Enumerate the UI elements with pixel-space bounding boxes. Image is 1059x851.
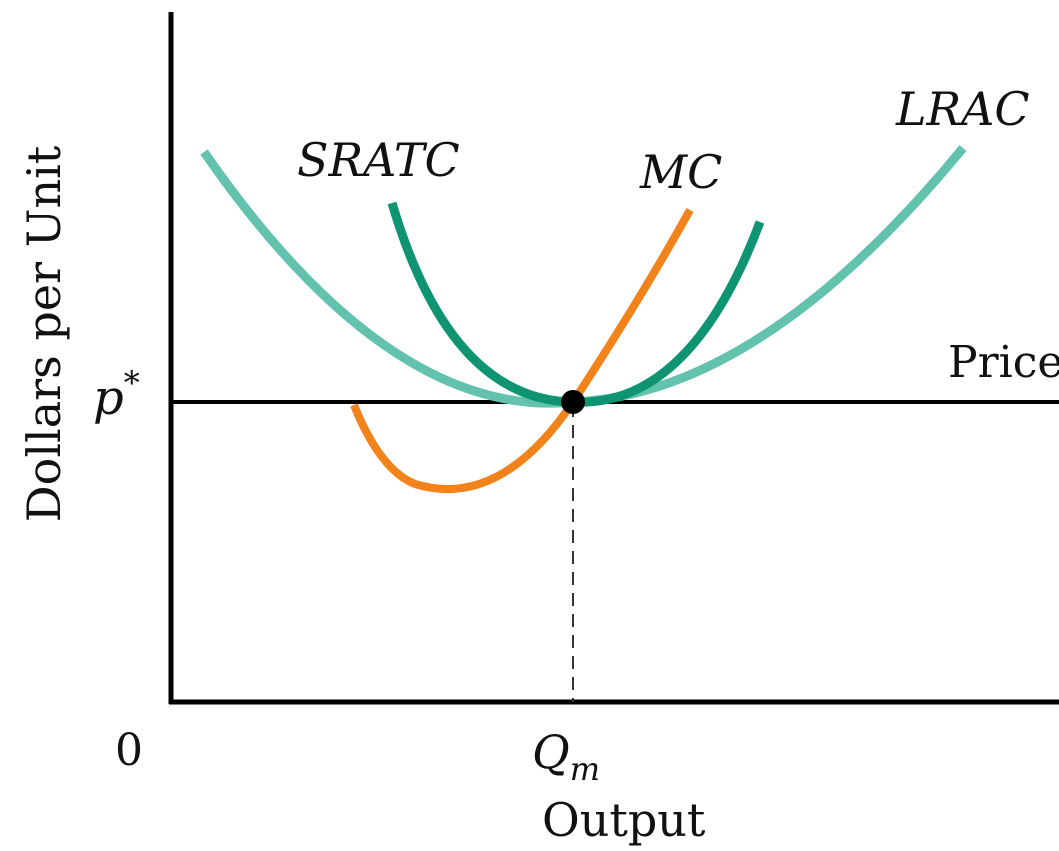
price-level-label: p* (93, 364, 140, 426)
x-axis-title: Output (542, 793, 706, 847)
lrac-label: LRAC (895, 82, 1030, 136)
price-label: Price (948, 337, 1059, 388)
qm-label: Qm (532, 725, 600, 788)
origin-label: 0 (115, 725, 143, 776)
sratc-label: SRATC (297, 133, 460, 187)
equilibrium-point (561, 390, 585, 414)
y-axis-title: Dollars per Unit (17, 145, 71, 522)
mc-label: MC (639, 145, 722, 199)
mc-curve (350, 208, 694, 494)
